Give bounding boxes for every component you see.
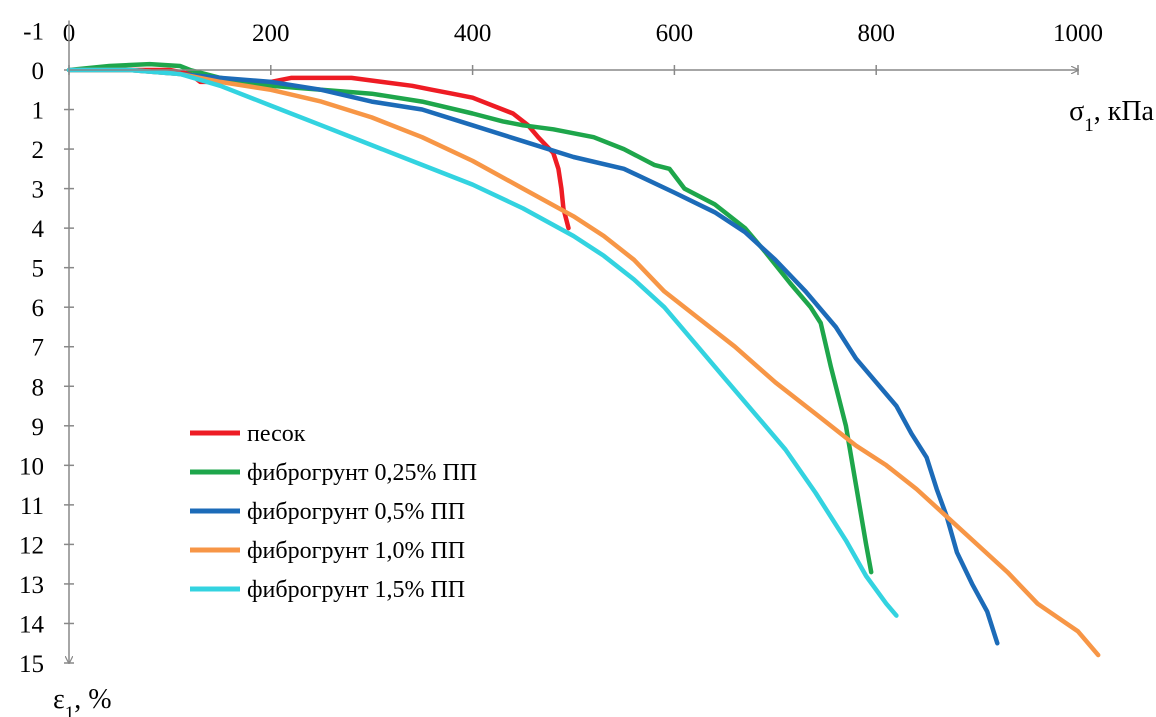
y-tick-label: 14	[19, 611, 45, 638]
legend-label: фиброгрунт 1,5% ПП	[247, 577, 465, 603]
y-tick-label: 10	[19, 453, 44, 480]
y-tick-label: 0	[32, 58, 45, 85]
x-tick-label: 800	[857, 20, 895, 47]
y-tick-label: 3	[32, 177, 45, 204]
y-tick-label: 2	[32, 137, 45, 164]
y-tick-label: 6	[32, 295, 45, 322]
y-tick-label: 11	[20, 493, 44, 520]
legend-label: фиброгрунт 0,5% ПП	[247, 499, 465, 525]
series-line-1	[66, 67, 571, 231]
y-tick-label: 9	[32, 414, 45, 441]
y-tick-label: 4	[32, 216, 45, 243]
x-tick-label: 600	[656, 20, 694, 47]
y-axis-title: ε1, %	[53, 684, 112, 717]
legend-label: песок	[247, 421, 306, 447]
legend-label: фиброгрунт 1,0% ПП	[247, 538, 465, 564]
y-tick-label: 8	[32, 374, 45, 401]
x-tick-label: 1000	[1053, 20, 1103, 47]
x-tick-label: 200	[252, 20, 290, 47]
x-axis-ticks: 0 200 400 600 800 1000	[63, 20, 1103, 75]
y-tick-label: 12	[19, 532, 44, 559]
y-tick-label: 7	[32, 335, 45, 362]
y-tick-label: 5	[32, 256, 45, 283]
legend-label: фиброгрунт 0,25% ПП	[247, 460, 477, 486]
series-line-2	[66, 61, 874, 575]
series-line-3	[66, 67, 1000, 646]
series-line-4	[66, 67, 1101, 658]
x-axis-title: σ1, кПа	[1069, 96, 1154, 136]
series-line-5	[66, 67, 899, 618]
y-tick-label: 1	[32, 98, 45, 125]
x-tick-label: 400	[454, 20, 492, 47]
legend: песок фиброгрунт 0,25% ПП фиброгрунт 0,5% …	[190, 421, 477, 603]
y-tick-label: -1	[23, 18, 44, 45]
y-tick-label: 13	[19, 572, 44, 599]
series-lines	[66, 61, 1101, 658]
y-tick-label: 15	[19, 651, 44, 678]
